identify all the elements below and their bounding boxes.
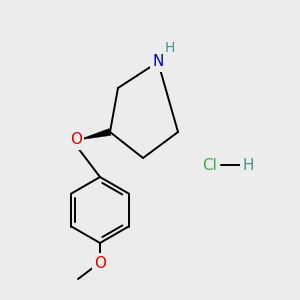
Text: O: O xyxy=(70,133,82,148)
Polygon shape xyxy=(78,129,111,140)
Text: O: O xyxy=(94,256,106,271)
Text: Cl: Cl xyxy=(202,158,217,172)
Text: H: H xyxy=(165,41,175,55)
Text: H: H xyxy=(242,158,254,172)
Text: N: N xyxy=(152,55,164,70)
